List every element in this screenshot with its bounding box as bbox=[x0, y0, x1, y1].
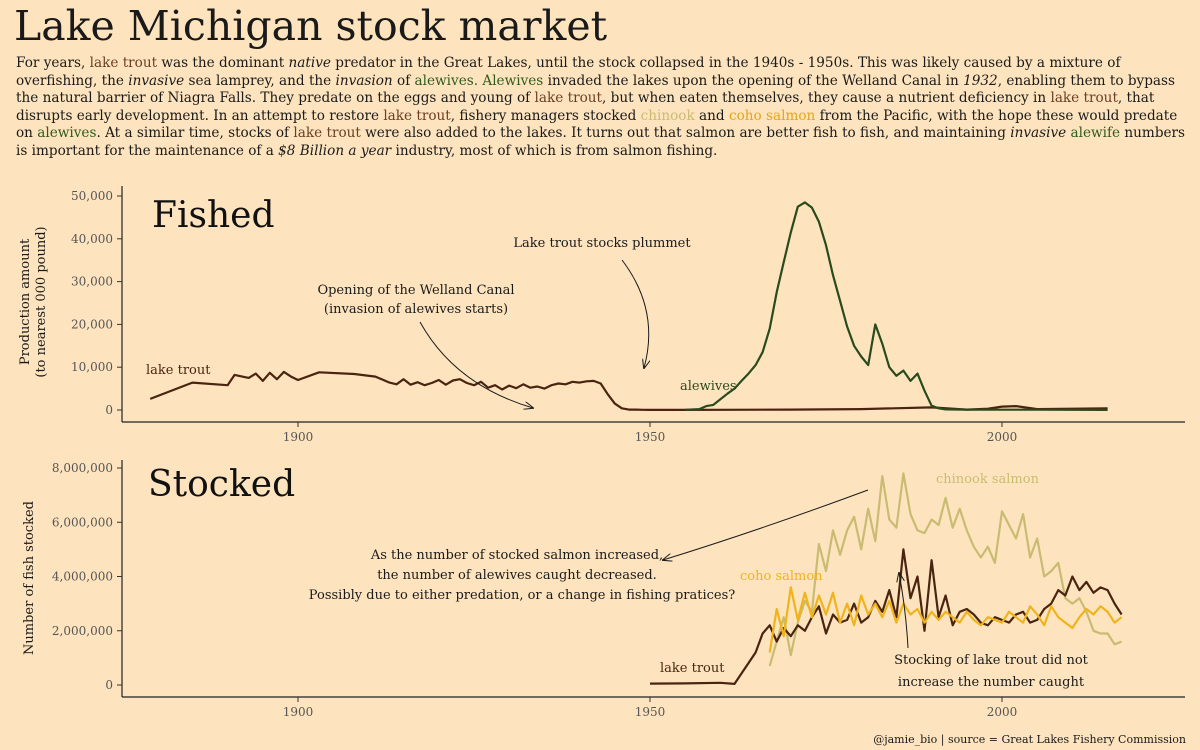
stocked-x-tick-label: 2000 bbox=[987, 705, 1018, 719]
fished-y-tick-label: 0 bbox=[105, 403, 113, 417]
fished-panel-title: Fished bbox=[152, 195, 275, 236]
stocked-panel-title: Stocked bbox=[148, 464, 295, 505]
stocked-y-tick-label: 6,000,000 bbox=[52, 515, 113, 529]
page-title: Lake Michigan stock market bbox=[14, 2, 608, 50]
chinook-label: chinook salmon bbox=[936, 472, 1040, 487]
salmon-annotation-line3: Possibly due to either predation, or a c… bbox=[309, 588, 735, 603]
stocked-y-label: Number of fish stocked bbox=[22, 501, 37, 655]
fished-y-tick-label: 50,000 bbox=[71, 189, 113, 203]
stocked-lake-trout-label: lake trout bbox=[660, 661, 725, 676]
stocked-panel: 0 2,000,000 4,000,000 6,000,000 8,000,000 190… bbox=[22, 460, 1185, 719]
fished-x-tick-label: 2000 bbox=[987, 430, 1018, 444]
fished-lake-trout-label: lake trout bbox=[146, 363, 211, 378]
stocked-x-tick-label: 1950 bbox=[635, 705, 666, 719]
fished-y-label-line1: Production amount bbox=[18, 238, 33, 365]
fished-y-tick-label: 30,000 bbox=[71, 275, 113, 289]
fished-y-tick-label: 40,000 bbox=[71, 232, 113, 246]
source-credit: @jamie_bio | source = Great Lakes Fisher… bbox=[873, 733, 1186, 746]
salmon-arrow bbox=[663, 489, 869, 560]
stocked-y-tick-label: 0 bbox=[105, 678, 113, 692]
plummet-annotation: Lake trout stocks plummet bbox=[513, 236, 691, 251]
fished-alewives-label: alewives bbox=[680, 379, 737, 394]
trout-annotation-line2: increase the number caught bbox=[898, 675, 1085, 690]
fished-x-tick-label: 1900 bbox=[283, 430, 314, 444]
salmon-annotation-line1: As the number of stocked salmon increase… bbox=[370, 548, 663, 563]
fished-panel: 0 10,000 20,000 30,000 40,000 50,000 1900 1950 2… bbox=[18, 186, 1185, 444]
welland-arrow bbox=[419, 321, 533, 408]
stocked-y-tick-label: 4,000,000 bbox=[52, 570, 113, 584]
fished-series-lake-trout bbox=[149, 370, 1108, 411]
plummet-arrow bbox=[621, 259, 649, 368]
fished-series-alewives bbox=[685, 201, 1108, 411]
trout-stock-arrow bbox=[899, 573, 909, 649]
stocked-y-tick-label: 8,000,000 bbox=[52, 461, 113, 475]
salmon-annotation-line2: the number of alewives caught decreased. bbox=[377, 568, 657, 583]
fished-y-tick-label: 20,000 bbox=[71, 317, 113, 331]
stocked-series-lake-trout bbox=[649, 548, 1123, 686]
fished-x-tick-label: 1950 bbox=[635, 430, 666, 444]
coho-label: coho salmon bbox=[740, 569, 823, 584]
welland-annotation-line1: Opening of the Welland Canal bbox=[317, 283, 514, 298]
trout-annotation-line1: Stocking of lake trout did not bbox=[894, 653, 1089, 668]
welland-annotation-line2: (invasion of alewives starts) bbox=[324, 302, 508, 317]
stocked-y-tick-label: 2,000,000 bbox=[52, 624, 113, 638]
stocked-series-chinook-salmon bbox=[768, 472, 1122, 667]
stocked-series-coho-salmon bbox=[768, 586, 1123, 653]
stocked-x-tick-label: 1900 bbox=[283, 705, 314, 719]
fished-y-label-line2: (to nearest 000 pound) bbox=[34, 226, 49, 377]
fished-y-tick-label: 10,000 bbox=[71, 360, 113, 374]
intro-paragraph: For years, lake trout was the dominant n… bbox=[16, 55, 1186, 159]
